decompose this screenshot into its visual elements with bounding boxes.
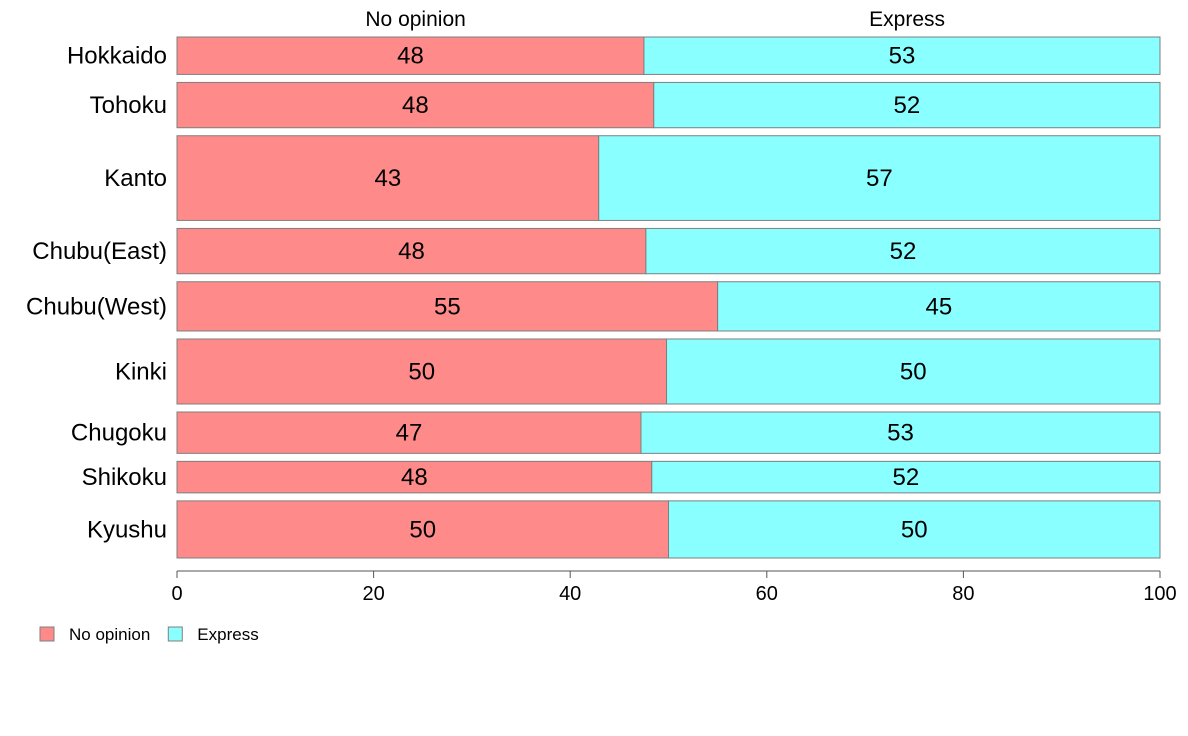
legend-swatch-no-opinion [39,626,55,642]
value-label-tohoku-express: 52 [894,92,921,119]
bar-kinki-express [666,338,1161,405]
value-label-chubu-west-no-opinion: 55 [434,293,461,320]
x-tick-label-0: 0 [171,583,182,605]
value-label-kanto-express: 57 [866,165,893,192]
category-label-kyushu: Kyushu [87,516,167,543]
bar-chubu-west-no-opinion [176,281,719,332]
legend-label-no-opinion: No opinion [69,625,150,644]
bar-kyushu-no-opinion [176,500,669,559]
bars: Hokkaido 48 53 Tohoku 48 52 Kanto 43 57 Chubu(Eas… [26,36,1161,559]
x-tick-label-60: 60 [756,583,778,605]
category-label-kanto: Kanto [104,165,167,192]
value-label-tohoku-no-opinion: 48 [402,92,429,119]
bar-hokkaido-express [643,36,1161,75]
bar-chubu-west-express [717,281,1161,332]
category-label-tohoku: Tohoku [90,92,167,119]
value-label-chugoku-express: 53 [887,420,914,447]
bar-chubu-east-express [645,227,1161,275]
bar-chugoku-express [640,411,1161,454]
value-label-kyushu-no-opinion: 50 [409,516,436,543]
x-tick-label-80: 80 [952,583,974,605]
bar-tohoku-no-opinion [176,81,655,129]
value-label-hokkaido-express: 53 [889,43,916,70]
category-label-chubu-west: Chubu(West) [26,293,167,320]
x-tick-label-100: 100 [1143,583,1176,605]
x-axis: 0 20 40 60 80 100 [171,570,1177,605]
bar-chubu-east-no-opinion [176,227,647,275]
bar-kanto-express [598,135,1161,221]
x-tick-label-20: 20 [362,583,384,605]
value-label-shikoku-no-opinion: 48 [401,464,428,491]
bar-tohoku-express [653,81,1161,129]
top-labels: No opinion Express [365,8,945,31]
value-label-chubu-west-express: 45 [925,293,952,320]
category-label-hokkaido: Hokkaido [67,43,167,70]
value-label-shikoku-express: 52 [893,464,920,491]
x-tick-label-40: 40 [559,583,581,605]
value-label-chubu-east-no-opinion: 48 [398,238,425,265]
bar-kanto-no-opinion [176,135,600,221]
category-label-kinki: Kinki [115,358,167,385]
bar-hokkaido-no-opinion [176,36,645,75]
bar-kyushu-express [668,500,1161,559]
top-label-no-opinion: No opinion [365,8,465,31]
value-label-hokkaido-no-opinion: 48 [397,43,424,70]
value-label-kinki-no-opinion: 50 [408,358,435,385]
category-label-chugoku: Chugoku [71,420,167,447]
legend-swatch-express [167,626,183,642]
bar-shikoku-express [651,460,1161,494]
value-label-chugoku-no-opinion: 47 [396,420,423,447]
legend: No opinion Express [39,625,259,644]
top-label-express: Express [869,8,945,31]
value-label-kyushu-express: 50 [901,516,928,543]
category-label-chubu-east: Chubu(East) [32,238,167,265]
value-label-kinki-express: 50 [900,358,927,385]
value-label-chubu-east-express: 52 [890,238,917,265]
legend-label-express: Express [197,625,258,644]
bar-chugoku-no-opinion [176,411,642,454]
value-label-kanto-no-opinion: 43 [375,165,402,192]
category-label-shikoku: Shikoku [82,464,167,491]
